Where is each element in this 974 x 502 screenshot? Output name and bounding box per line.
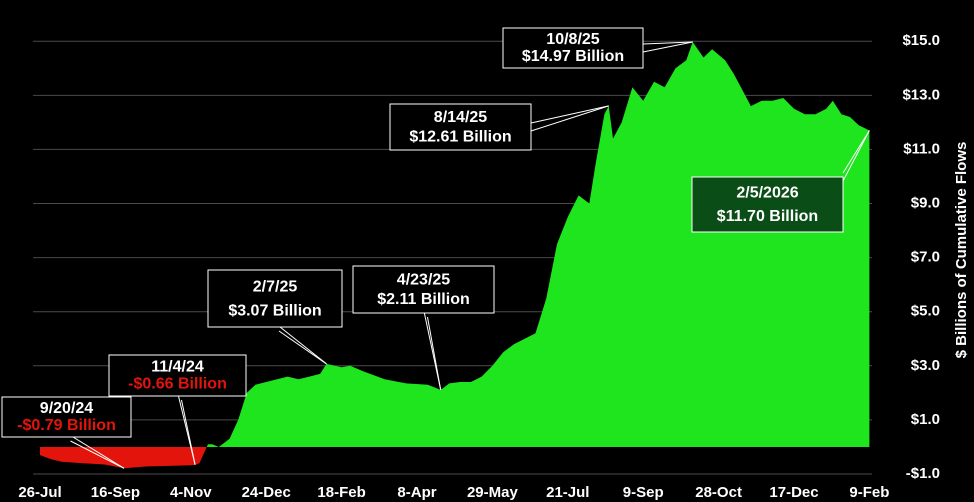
leader-line [181,399,196,465]
annotation: 2/5/2026 $11.70 Billion [691,130,870,233]
leader-line [642,41,693,53]
annotation: 4/23/25 $2.11 Billion [352,265,495,390]
annotation-date: 10/8/25 [546,31,599,48]
x-tick-label: 8-Apr [397,484,436,501]
y-tick-label: $9.0 [911,194,940,211]
annotation: 11/4/24-$0.66 Billion [108,354,247,465]
annotation: 9/20/24-$0.79 Billion [1,396,132,469]
leader-line [427,316,442,390]
annotation-value: $11.70 Billion [717,208,818,225]
annotation-value: $12.61 Billion [409,128,511,145]
annotation-value: $2.11 Billion [377,291,469,308]
annotation-value: $3.07 Billion [228,302,321,319]
x-tick-label: 28-Oct [695,484,742,501]
leader-line [842,130,870,174]
x-tick-label: 21-Jul [546,484,589,501]
x-tick-label: 16-Sep [91,484,140,501]
annotation-box [502,27,644,69]
leader-line [278,330,327,365]
annotation-value: $14.97 Billion [522,48,624,65]
area-negative [40,446,870,469]
annotation-box [389,103,532,151]
annotation-date: 2/5/2026 [736,185,798,202]
y-tick-label: $11.0 [903,140,940,157]
annotation-value: -$0.79 Billion [17,417,116,434]
annotation-date: 4/23/25 [397,271,450,288]
x-tick-label: 4-Nov [170,484,212,501]
y-tick-label: $5.0 [911,303,940,320]
annotation-box [1,396,132,438]
annotation-date: 9/20/24 [40,400,93,417]
annotation-box [352,265,495,314]
annotation: 2/7/25 $3.07 Billion [207,269,343,365]
annotation-date: 2/7/25 [253,278,298,295]
leader-line [66,432,125,469]
annotation-value: -$0.66 Billion [128,376,227,393]
annotation-box [207,269,343,328]
x-tick-label: 9-Feb [849,484,889,501]
annotation-box [691,176,844,233]
leader-line [642,41,693,45]
leader-line [842,130,870,182]
x-tick-label: 17-Dec [769,484,818,501]
y-tick-label: -$1.0 [906,465,940,482]
x-tick-label: 18-Feb [317,484,365,501]
x-tick-label: 29-May [467,484,519,501]
annotation: 10/8/25$14.97 Billion [502,27,693,69]
x-tick-label: 26-Jul [18,484,61,501]
y-tick-label: $1.0 [911,411,940,428]
leader-line [70,440,125,469]
leader-line [530,105,609,132]
area [206,42,870,447]
leader-line [274,322,327,365]
y-tick-label: $3.0 [911,357,940,374]
leader-line [530,105,609,124]
annotation: 8/14/25 $12.61 Billion [389,103,609,151]
annotation-box [108,354,247,397]
annotation-date: 8/14/25 [434,109,487,126]
x-tick-label: 9-Sep [623,484,664,501]
y-tick-label: $7.0 [911,249,940,266]
y-tick-label: $13.0 [902,86,940,103]
y-axis-label: $ Billions of Cumulative Flows [953,142,970,359]
x-tick-label: 24-Dec [242,484,291,501]
annotation-date: 11/4/24 [151,359,204,376]
y-tick-label: $15.0 [902,32,940,49]
